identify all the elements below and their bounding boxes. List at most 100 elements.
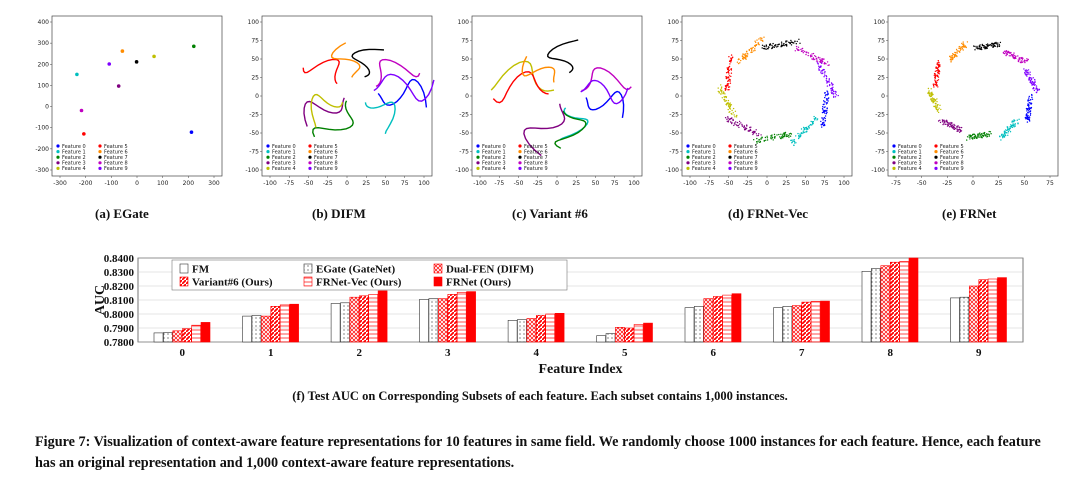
y-tick-label: -75 bbox=[875, 149, 885, 156]
bar-3-6 bbox=[712, 296, 723, 343]
legend-marker bbox=[98, 161, 102, 165]
x-tick-label: 75 bbox=[1046, 180, 1054, 187]
legend-entry: Feature 4 bbox=[692, 166, 716, 172]
y-tick-label: 0 bbox=[465, 93, 469, 100]
y-axis-label: AUC bbox=[93, 285, 108, 315]
legend-entry: Feature 6 bbox=[314, 149, 338, 155]
legend-marker bbox=[476, 161, 480, 165]
feature-6-points bbox=[949, 41, 969, 63]
legend-marker bbox=[728, 150, 732, 154]
feature-2-points bbox=[966, 130, 992, 141]
y-tick-label: 50 bbox=[251, 56, 259, 63]
feature-5-points bbox=[492, 71, 549, 104]
x-tick-label: 75 bbox=[611, 180, 619, 187]
legend-marker bbox=[476, 166, 480, 170]
bar-2-1 bbox=[261, 315, 271, 343]
y-tick-label: 100 bbox=[668, 19, 680, 26]
legend-marker bbox=[98, 155, 102, 159]
feature-6-points bbox=[521, 56, 556, 83]
feature-2-points bbox=[191, 44, 196, 49]
y-tick-label: -100 bbox=[35, 125, 49, 132]
legend-marker bbox=[56, 166, 60, 170]
feature-9-points bbox=[580, 79, 629, 105]
x-tick-label: 100 bbox=[157, 180, 169, 187]
legend-entry: EGate (GateNet) bbox=[316, 264, 395, 276]
x-tick-label: 50 bbox=[1021, 180, 1029, 187]
bar-3-0 bbox=[182, 328, 192, 343]
x-tick-label: -25 bbox=[533, 180, 543, 187]
x-tick-label: 0 bbox=[135, 180, 139, 187]
scatter-plot-difm: -100 -75 -50 -25 0 25 50 75 100 100 75 50 25 0 -25 -50 -… bbox=[245, 15, 435, 187]
feature-7-points bbox=[973, 41, 1002, 51]
x-tick-label: -75 bbox=[284, 180, 294, 187]
x-tick-label: 200 bbox=[183, 180, 195, 187]
legend-marker bbox=[892, 144, 896, 148]
y-tick-label: 0.8400 bbox=[104, 253, 135, 265]
y-tick-label: 300 bbox=[38, 40, 50, 47]
legend-marker bbox=[518, 161, 522, 165]
legend-marker bbox=[934, 155, 938, 159]
legend-entry: Feature 7 bbox=[524, 155, 548, 161]
y-tick-label: 0 bbox=[255, 93, 259, 100]
bar-0-2 bbox=[330, 303, 341, 343]
legend-entry: Feature 3 bbox=[692, 161, 716, 167]
bar-3-3 bbox=[447, 294, 458, 343]
bar-0-3 bbox=[419, 298, 429, 343]
x-tick-label: 50 bbox=[802, 180, 810, 187]
legend-entry: Feature 4 bbox=[482, 166, 506, 172]
bar-2-6 bbox=[703, 298, 714, 343]
bar-3-7 bbox=[801, 301, 812, 343]
legend-marker bbox=[686, 150, 690, 154]
bar-2-3 bbox=[438, 298, 448, 343]
x-tick-label: 6 bbox=[711, 347, 717, 359]
feature-2-points bbox=[554, 110, 587, 149]
y-tick-label: -50 bbox=[459, 130, 469, 137]
x-tick-label: -300 bbox=[53, 180, 67, 187]
feature-2-points bbox=[312, 100, 354, 138]
legend-marker bbox=[56, 150, 60, 154]
bar-2-2 bbox=[349, 296, 360, 343]
y-tick-label: 75 bbox=[251, 38, 259, 45]
legend-marker bbox=[728, 144, 732, 148]
x-tick-label: -100 bbox=[473, 180, 487, 187]
bar-1-9 bbox=[959, 296, 970, 343]
bar-2-4 bbox=[526, 318, 537, 343]
legend-entry: Feature 0 bbox=[898, 144, 922, 150]
legend-entry: Feature 0 bbox=[272, 144, 296, 150]
legend-marker bbox=[308, 166, 312, 170]
legend-marker bbox=[934, 144, 938, 148]
scatter-panel-variant6: -100 -75 -50 -25 0 25 50 75 100 100 75 50 25 0 -25 -50 -… bbox=[450, 8, 650, 193]
feature-7-points bbox=[351, 48, 385, 78]
y-tick-label: 0.7900 bbox=[104, 323, 135, 335]
legend-marker bbox=[892, 150, 896, 154]
legend-marker bbox=[686, 166, 690, 170]
feature-6-points bbox=[330, 42, 361, 78]
feature-4-points bbox=[717, 84, 738, 118]
feature-0-points bbox=[1024, 93, 1034, 123]
x-tick-label: -100 bbox=[683, 180, 697, 187]
scatter-panel-frnet-vec: -100 -75 -50 -25 0 25 50 75 100 100 75 50 25 0 -25 -50 -… bbox=[660, 8, 860, 193]
legend-marker bbox=[892, 161, 896, 165]
y-tick-label: 25 bbox=[461, 75, 469, 82]
y-tick-label: -50 bbox=[875, 130, 885, 137]
bar-4-4 bbox=[545, 313, 556, 343]
legend-marker bbox=[266, 166, 270, 170]
x-tick-label: 100 bbox=[418, 180, 430, 187]
y-tick-label: -50 bbox=[249, 130, 259, 137]
legend-entry: Feature 7 bbox=[314, 155, 338, 161]
bar-5-0 bbox=[200, 322, 211, 343]
y-tick-label: -75 bbox=[459, 149, 469, 156]
y-tick-label: 100 bbox=[38, 82, 50, 89]
y-tick-label: 0.8200 bbox=[104, 281, 135, 293]
feature-6-points bbox=[120, 49, 125, 53]
y-tick-label: 75 bbox=[671, 38, 679, 45]
feature-3-points bbox=[937, 119, 963, 133]
legend-marker bbox=[266, 155, 270, 159]
y-tick-label: 50 bbox=[877, 56, 885, 63]
plot-frame bbox=[51, 15, 223, 177]
legend-marker bbox=[266, 161, 270, 165]
bar-1-8 bbox=[871, 268, 881, 343]
legend-entry: Feature 2 bbox=[898, 155, 922, 161]
y-tick-label: -100 bbox=[455, 167, 469, 174]
